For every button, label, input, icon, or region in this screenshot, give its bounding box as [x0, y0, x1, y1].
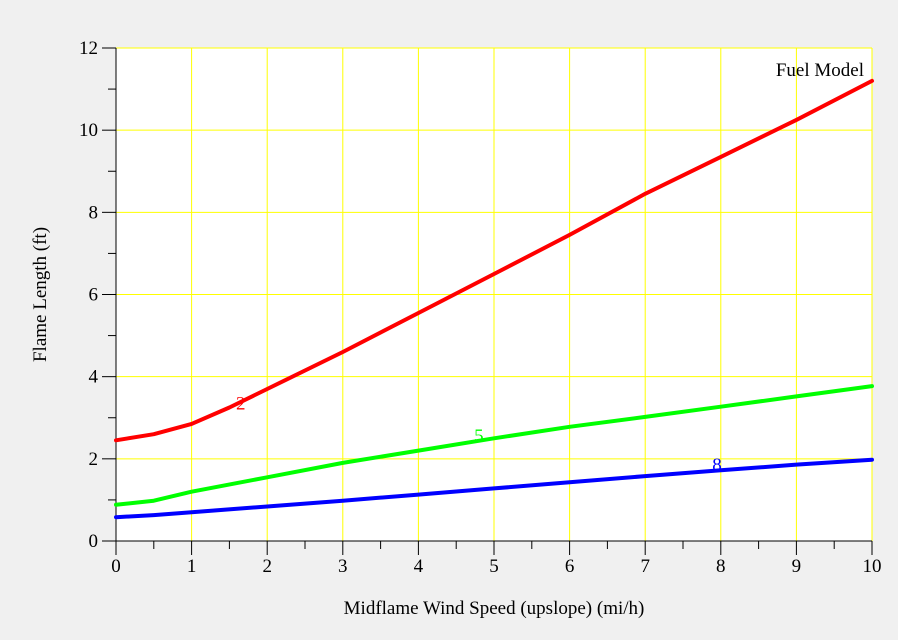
series-line-2: [114, 78, 874, 443]
series-label-8: 8: [712, 455, 722, 476]
x-tick-label: 3: [338, 556, 348, 577]
y-tick-label: 6: [89, 285, 99, 306]
y-tick-label: 10: [79, 120, 98, 141]
x-tick-label: 10: [863, 556, 882, 577]
x-axis-label: Midflame Wind Speed (upslope) (mi/h): [344, 598, 645, 619]
x-tick-label: 4: [414, 556, 424, 577]
x-tick-label: 0: [111, 556, 121, 577]
x-tick-label: 8: [716, 556, 726, 577]
y-tick-label: 0: [89, 531, 99, 552]
series-label-5: 5: [474, 426, 484, 447]
series-line-5: [114, 384, 874, 507]
y-tick-label: 4: [89, 367, 99, 388]
series-label-2: 2: [236, 393, 246, 414]
y-tick-label: 8: [89, 202, 99, 223]
x-tick-label: 6: [565, 556, 575, 577]
x-tick-label: 5: [489, 556, 499, 577]
series-line-8: [114, 457, 874, 520]
x-tick-label: 7: [640, 556, 650, 577]
y-tick-label: 12: [79, 38, 98, 59]
y-axis-label: Flame Length (ft): [30, 227, 51, 362]
x-tick-label: 9: [792, 556, 802, 577]
x-tick-label: 1: [187, 556, 197, 577]
y-tick-label: 2: [89, 449, 99, 470]
legend-title: Fuel Model: [776, 60, 864, 81]
x-tick-label: 2: [262, 556, 272, 577]
